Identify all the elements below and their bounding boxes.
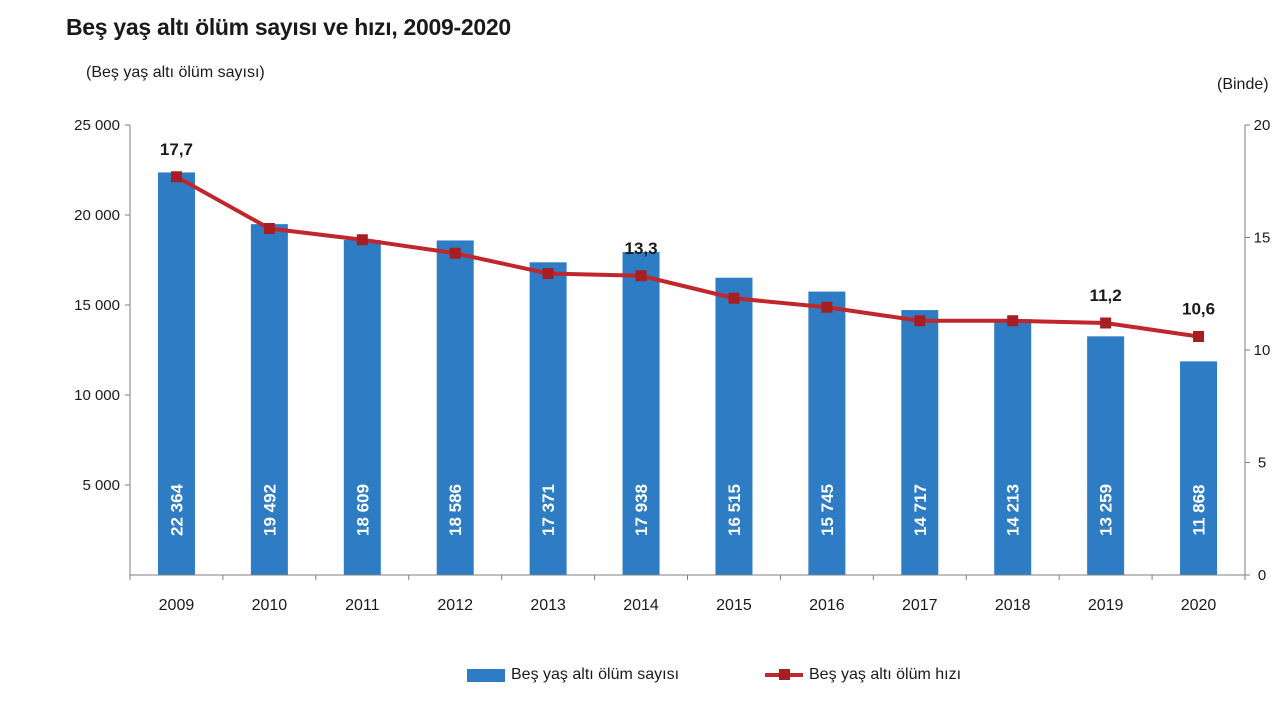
x-tick-label-2016: 2016 (809, 597, 845, 614)
bar-2016 (808, 291, 846, 575)
rate-marker-2015 (728, 292, 740, 304)
bar-2018 (994, 319, 1032, 575)
y-axis-right-label: (Binde) (1217, 76, 1269, 93)
bar-2013 (529, 262, 567, 575)
bar-value-label-2011: 18 609 (353, 484, 372, 536)
x-tick-label-2010: 2010 (252, 597, 288, 614)
x-tick-label-2012: 2012 (437, 597, 473, 614)
rate-marker-2013 (542, 268, 554, 279)
x-tick-label-2017: 2017 (902, 597, 938, 614)
x-tick-label-2014: 2014 (623, 597, 659, 614)
y-left-tick-label: 15 000 (74, 297, 120, 314)
bar-2017 (901, 310, 939, 575)
y-left-tick-label: 10 000 (74, 387, 120, 404)
y-left-tick-label: 5 000 (82, 477, 120, 494)
bar-2019 (1087, 336, 1125, 575)
y-right-tick-label: 15 (1254, 230, 1271, 247)
legend: Beş yaş altı ölüm sayısı Beş yaş altı öl… (0, 658, 1280, 698)
line-series: 17,7 13,3 11,2 10,6 (160, 140, 1215, 342)
rate-marker-2011 (356, 234, 368, 246)
chart-title: Beş yaş altı ölüm sayısı ve hızı, 2009-2… (66, 14, 511, 40)
rate-label-2009: 17,7 (160, 140, 193, 159)
x-tick-label-2020: 2020 (1181, 597, 1217, 614)
y-left-tick-label: 25 000 (74, 117, 120, 134)
legend-line-swatch (765, 669, 803, 680)
bar-2010 (250, 224, 288, 576)
x-tick-label-2011: 2011 (345, 597, 380, 614)
x-tick-label-2013: 2013 (530, 597, 566, 614)
bar-value-label-2018: 14 213 (1004, 484, 1023, 536)
rate-marker-2016 (821, 301, 833, 313)
rate-line (175, 175, 1199, 339)
rate-marker-2020 (1193, 331, 1205, 342)
y-right-tick-label: 10 (1254, 342, 1271, 359)
bar-value-label-2019: 13 259 (1097, 484, 1116, 536)
bar-2014 (622, 252, 660, 575)
bar-value-label-2009: 22 364 (167, 483, 186, 536)
y-right-tick-label: 20 (1254, 117, 1271, 134)
legend-item-count: Beş yaş altı ölüm sayısı (467, 666, 679, 684)
bar-value-label-2010: 19 492 (260, 484, 279, 536)
y-left-tick-label: 20 000 (74, 207, 120, 224)
bar-value-label-2016: 15 745 (818, 484, 837, 536)
rate-marker-2018 (1007, 315, 1019, 327)
rate-marker-2009 (170, 171, 182, 183)
legend-label-count: Beş yaş altı ölüm sayısı (511, 666, 680, 683)
legend-label-rate: Beş yaş altı ölüm hızı (809, 666, 962, 683)
bar-value-label-2013: 17 371 (539, 484, 558, 536)
rate-label-2014: 13,3 (624, 239, 657, 258)
legend-item-rate: Beş yaş altı ölüm hızı (765, 666, 961, 684)
x-tick-label-2009: 2009 (159, 597, 195, 614)
x-tick-label-2018: 2018 (995, 597, 1031, 614)
y-right-tick-label: 0 (1258, 567, 1266, 584)
rate-marker-2012 (449, 247, 461, 259)
bar-2011 (343, 240, 381, 575)
x-tick-label-2019: 2019 (1088, 597, 1124, 614)
bar-value-label-2012: 18 586 (446, 484, 465, 536)
bar-value-label-2017: 14 717 (911, 484, 930, 536)
x-tick-label-2015: 2015 (716, 597, 752, 614)
bar-value-label-2020: 11 868 (1190, 484, 1209, 535)
bar-value-label-2014: 17 938 (632, 484, 651, 536)
rate-label-2020: 10,6 (1182, 300, 1215, 319)
bar-2009 (157, 172, 195, 575)
rate-label-2019: 11,2 (1090, 286, 1122, 305)
rate-marker-2019 (1100, 317, 1112, 329)
bar-2012 (436, 240, 474, 575)
bar-series: 22 364 19 492 18 609 18 586 17 371 17 938 16 5… (157, 172, 1218, 576)
legend-bar-swatch (467, 668, 505, 682)
y-axis-left-label: (Beş yaş altı ölüm sayısı) (86, 64, 265, 81)
y-right-tick-label: 5 (1258, 455, 1266, 472)
bar-2015 (715, 277, 753, 575)
bar-2020 (1180, 361, 1218, 575)
rate-marker-2010 (263, 223, 275, 234)
axes: 5 000 10 000 15 000 20 000 25 000 0 5 10 15 20 200… (74, 117, 1270, 614)
bar-value-label-2015: 16 515 (725, 484, 744, 536)
rate-marker-2017 (914, 315, 926, 327)
chart-area: 22 364 19 492 18 609 18 586 17 371 17 938 16 5… (74, 117, 1270, 614)
rate-marker-2014 (635, 270, 647, 282)
